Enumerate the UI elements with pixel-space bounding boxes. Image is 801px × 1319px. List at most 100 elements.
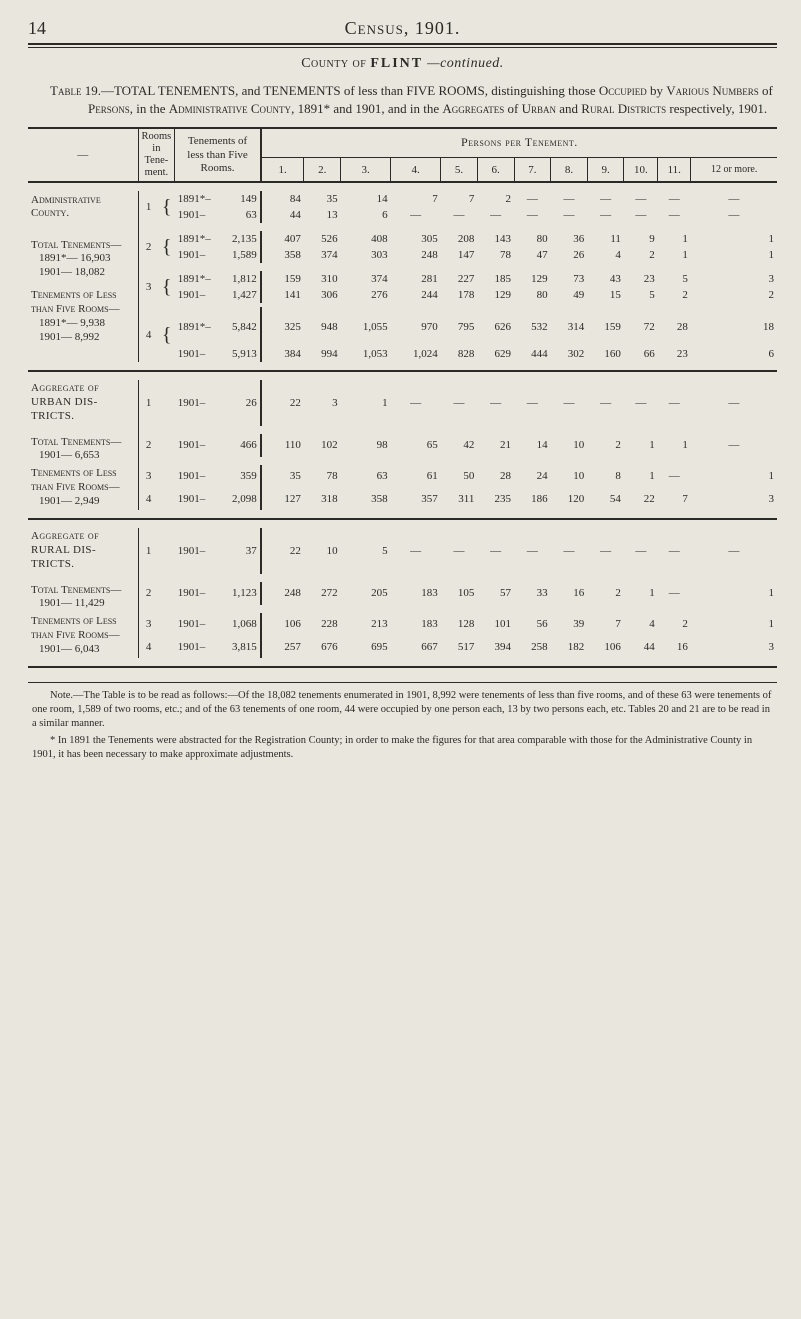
v: — [624,207,658,223]
v: 1 [624,582,658,606]
v: 235 [477,488,514,511]
v: 228 [304,613,341,636]
caption-urban: Urban [522,101,556,116]
v: 183 [391,613,441,636]
stub-rur-less-text: Tenements of Less than Five Rooms— [31,615,120,641]
col-rooms: Rooms in Tene- ment. [138,128,175,182]
yr: 1901– [175,346,217,362]
idx-2: 2 [138,231,159,263]
v: 281 [391,271,441,287]
v: 80 [514,231,551,247]
v: 54 [587,488,624,511]
col-10: 10. [624,157,658,182]
v: 63 [341,465,391,488]
county-prefix: County of [301,56,366,71]
v: 35 [261,465,304,488]
v: 532 [514,307,551,346]
v: 7 [441,191,478,207]
v: 147 [441,247,478,263]
col-7: 7. [514,157,551,182]
yr: 1901– [175,636,217,659]
yr: 1901– [175,247,217,263]
idx: 2 [138,582,159,606]
col-6: 6. [477,157,514,182]
v: 311 [441,488,478,511]
v: 129 [477,287,514,303]
stub-empty [28,346,138,362]
v: — [514,207,551,223]
brace-1: { [159,191,175,223]
v: 106 [261,613,304,636]
caption-g: and [556,101,581,116]
caption-agg: Aggregates [442,101,504,116]
v: 227 [441,271,478,287]
running-title: Census, 1901. [28,18,777,39]
stub-urb-1901b: 1901— 2,949 [31,495,135,509]
stub-urban-less: Tenements of Less than Five Rooms— 1901—… [28,465,138,510]
v: 3 [691,636,777,659]
caption-f: of [504,101,521,116]
tc: 1,123 [217,582,261,606]
v: 3 [304,380,341,425]
row-rural-3: Tenements of Less than Five Rooms— 1901—… [28,613,777,636]
v: 4 [624,613,658,636]
yr: 1901– [175,380,217,425]
stub-less-ten: Tenements of Less than Five Rooms— 1891*… [28,287,138,346]
v: 526 [304,231,341,247]
yr: 1891*– [175,271,217,287]
v: 2 [587,582,624,606]
v: 676 [304,636,341,659]
stub-urb-tot-text: Total Tenements— [31,436,121,448]
idx: 1 [138,380,159,425]
v: — [391,380,441,425]
v: 66 [624,346,658,362]
v: — [587,528,624,573]
v: 49 [551,287,588,303]
brace [159,528,175,573]
v: 208 [441,231,478,247]
v: 105 [441,582,478,606]
page-number: 14 [28,18,46,39]
v: 65 [391,434,441,458]
stub-admin-county: Administrative County. [28,191,138,223]
tc: 2,098 [217,488,261,511]
v: 47 [514,247,551,263]
tc: 359 [217,465,261,488]
yr: 1901– [175,528,217,573]
v: 213 [341,613,391,636]
v: — [391,207,441,223]
table-bottom-rule [28,666,777,667]
yr: 1891*– [175,231,217,247]
stub-less-text: Tenements of Less than Five Rooms— [31,289,120,315]
v: 1 [624,465,658,488]
v: 357 [391,488,441,511]
tc: 5,842 [217,307,261,346]
v: 50 [441,465,478,488]
col-tenements: Tenements of less than Five Rooms. [175,128,261,182]
v: 61 [391,465,441,488]
v: 182 [551,636,588,659]
row-admin-1a: Administrative County. 1 { 1891*– 149 84… [28,191,777,207]
v: — [691,380,777,425]
v: 994 [304,346,341,362]
v: 143 [477,231,514,247]
idx-4: 4 [138,307,159,362]
v: 73 [551,271,588,287]
v: 258 [514,636,551,659]
table-caption: Table 19.—TOTAL TENEMENTS, and TENEMENTS… [32,82,773,117]
v: — [691,207,777,223]
row-urban-2: Total Tenements— 1901— 6,653 2 1901– 466… [28,434,777,458]
v: 6 [691,346,777,362]
header-rule [28,47,777,48]
tc: 1,427 [217,287,261,303]
caption-various: Various Numbers [666,83,759,98]
row-admin-3a: 3 { 1891*– 1,812 159 310 374 281 227 185… [28,271,777,287]
v: 325 [261,307,304,346]
v: 1 [624,434,658,458]
v: 23 [658,346,691,362]
v: 78 [477,247,514,263]
v: 2 [658,287,691,303]
v: 306 [304,287,341,303]
caption-e: , 1891* and 1901, and in the [291,101,442,116]
v: — [441,528,478,573]
